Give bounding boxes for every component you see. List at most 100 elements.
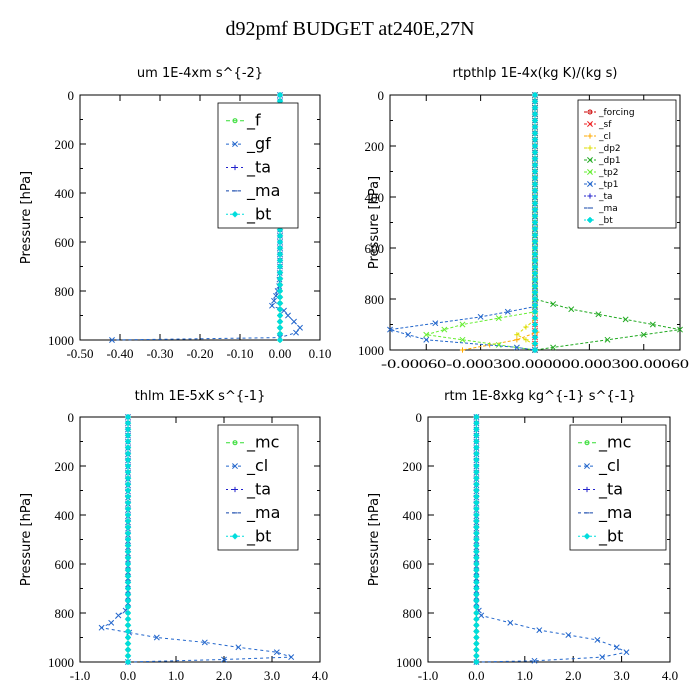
data-point [473,481,480,488]
data-point [473,615,480,623]
legend-label: _gf [246,134,271,154]
data-point [531,174,539,182]
data-point [531,276,539,284]
data-point [269,302,275,309]
x-tick-label: -0.40 [106,346,133,361]
x-tick-label: 1.0 [517,668,533,683]
y-tick-label: 800 [365,292,385,307]
data-point [531,231,539,239]
data-point [115,612,122,619]
y-tick-label: 1000 [48,333,74,348]
x-tick-label: 0.0 [120,668,136,683]
legend-label: _mc [246,433,279,453]
legend-marker [231,210,239,218]
data-point [531,206,539,214]
data-point [124,487,132,494]
data-point [531,187,539,194]
data-point [531,123,539,131]
y-tick-label: 200 [55,459,75,474]
legend-label: _cl [598,132,611,142]
x-tick-label: -0.30 [146,346,173,361]
legend-label: _ta [246,480,271,500]
data-point [531,193,539,201]
data-point [473,628,480,635]
data-point [459,347,466,353]
legend-label: _ma [598,204,618,214]
legend-marker [583,532,591,540]
data-point [98,624,105,631]
data-point [423,331,430,338]
data-point [124,646,132,654]
data-point [124,505,132,513]
data-point [514,337,520,343]
y-axis-label: Pressure [hPa] [19,493,34,586]
data-point [568,306,575,313]
data-point [531,340,539,347]
data-point [604,336,611,343]
y-axis-label: Pressure [hPa] [19,171,34,264]
y-tick-label: 1000 [48,655,74,670]
data-point [276,318,284,325]
x-tick-label: 3.0 [613,668,629,683]
data-point [124,499,132,507]
data-point [473,640,480,647]
y-tick-label: 800 [55,284,75,299]
panel-title: um 1E-4xm s^{-2} [137,66,263,81]
data-point [531,117,539,124]
data-point [622,316,629,323]
x-tick-label: 4.0 [312,668,328,683]
legend-marker [587,121,593,127]
data-point [473,468,480,476]
data-point [124,634,132,641]
legend-label: _dp2 [598,144,621,154]
legend-marker [584,486,590,493]
y-tick-label: 0 [378,88,385,103]
data-point [531,161,539,169]
data-point [495,315,502,322]
data-point [124,652,132,660]
data-point [531,219,539,226]
data-point [677,326,683,333]
data-point [293,329,299,336]
data-point [276,299,284,307]
panel-title: thlm 1E-5xK s^{-1} [135,389,266,404]
data-point [285,312,291,319]
y-axis-label: Pressure [hPa] [367,493,382,586]
data-point [473,505,480,513]
data-point [531,251,539,258]
data-point [531,129,539,137]
data-point [531,104,539,112]
y-axis-label: Pressure [hPa] [367,176,382,269]
legend-label: _mc [598,433,631,453]
legend: _forcing _sf _cl _dp2 _dp1 _tp2 _tp1 _ta _ma _bt [577,99,677,229]
data-point [531,270,539,277]
legend-box [569,424,667,551]
legend-label: _ma [598,503,632,523]
data-point [297,324,303,331]
data-point [536,627,543,634]
data-point [276,324,284,332]
legend-box [217,424,299,551]
data-point [531,327,539,335]
data-point [459,336,466,343]
data-point [531,155,539,163]
data-point [441,326,448,333]
x-tick-label: -1.0 [418,668,439,683]
data-point [387,326,393,333]
legend-label: _cl [598,456,620,476]
data-point [599,654,606,661]
data-point [124,658,132,666]
data-point [531,110,539,118]
data-point [276,306,284,313]
legend: _mc _cl _ta _ma _bt [217,424,299,551]
data-point [124,481,132,488]
data-point [531,98,539,105]
data-point [531,238,539,245]
legend-marker [587,169,593,175]
data-point [523,324,529,330]
legend-label: _tp2 [598,168,618,178]
legend-label: _dp1 [598,156,621,166]
data-point [531,200,539,207]
series-line [426,95,536,351]
data-point [531,149,539,156]
